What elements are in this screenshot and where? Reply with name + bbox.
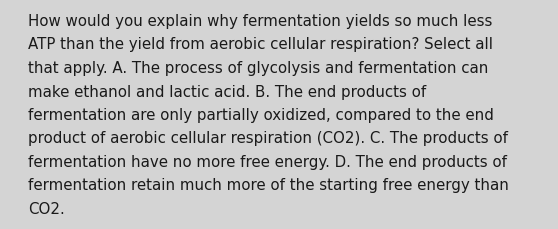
Text: How would you explain why fermentation yields so much less: How would you explain why fermentation y… — [28, 14, 492, 29]
Text: fermentation have no more free energy. D. The end products of: fermentation have no more free energy. D… — [28, 154, 507, 169]
Text: product of aerobic cellular respiration (CO2). C. The products of: product of aerobic cellular respiration … — [28, 131, 508, 146]
Text: that apply. A. The process of glycolysis and fermentation can: that apply. A. The process of glycolysis… — [28, 61, 488, 76]
Text: ATP than the yield from aerobic cellular respiration? Select all: ATP than the yield from aerobic cellular… — [28, 37, 493, 52]
Text: fermentation retain much more of the starting free energy than: fermentation retain much more of the sta… — [28, 178, 509, 193]
Text: make ethanol and lactic acid. B. The end products of: make ethanol and lactic acid. B. The end… — [28, 84, 426, 99]
Text: CO2.: CO2. — [28, 201, 65, 216]
Text: fermentation are only partially oxidized, compared to the end: fermentation are only partially oxidized… — [28, 108, 494, 123]
